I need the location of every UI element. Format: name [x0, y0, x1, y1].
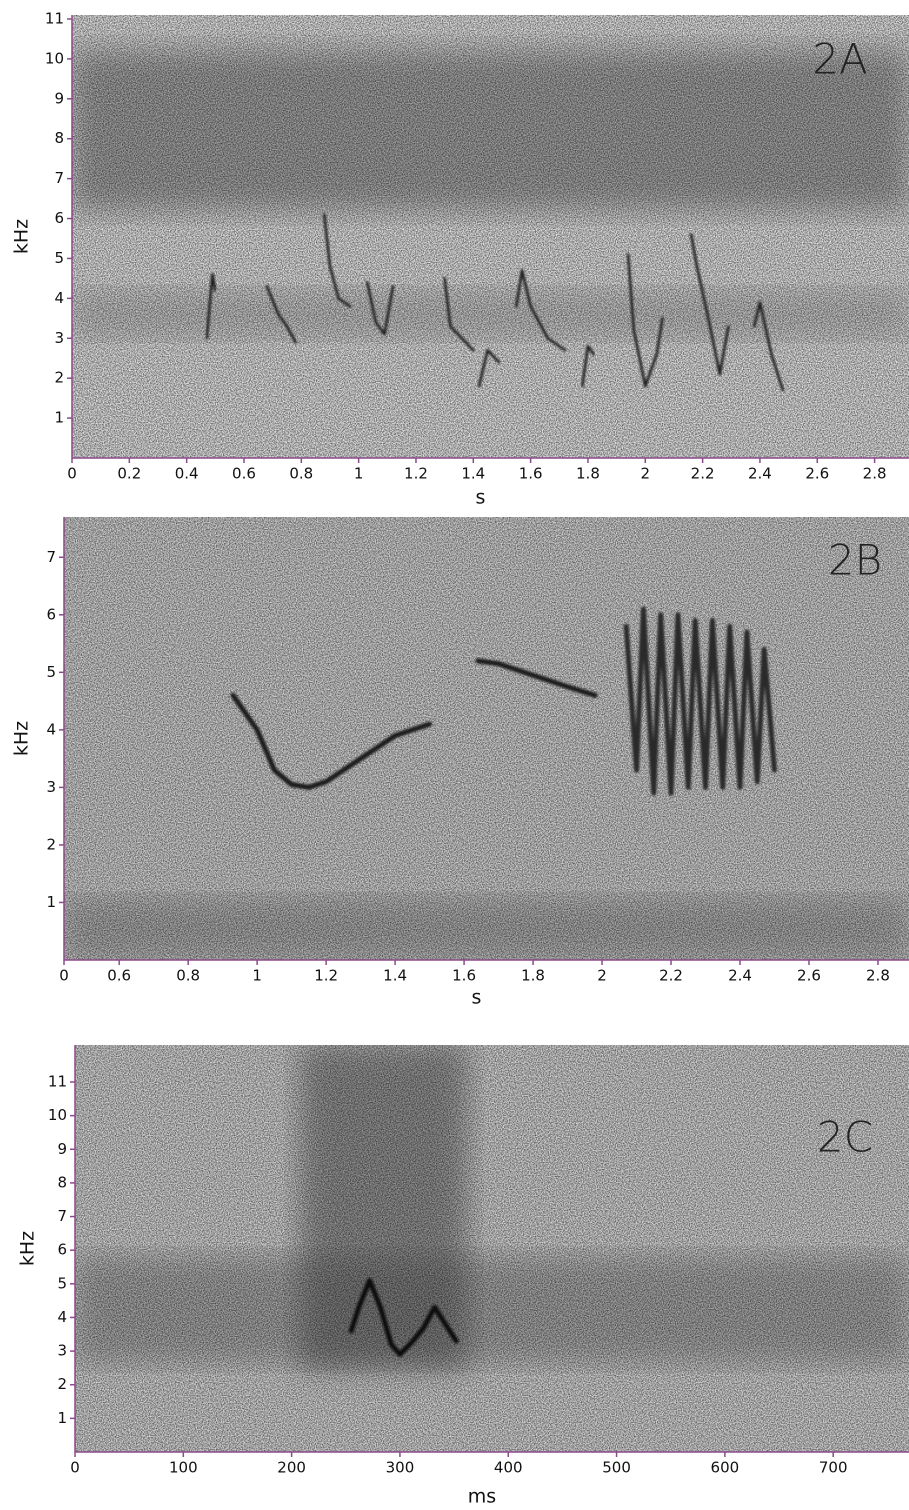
x-tick-label: 1.4	[461, 465, 485, 483]
spectrogram-plot	[64, 517, 909, 960]
x-tick-label: 1	[252, 967, 262, 985]
y-tick-label: 4	[46, 720, 56, 738]
y-tick-label: 9	[57, 1140, 67, 1158]
call-trace	[477, 348, 501, 388]
x-tick-label: 0	[67, 465, 77, 483]
y-tick-label: 11	[45, 9, 64, 27]
x-tick-label: 1.6	[452, 967, 476, 985]
x-tick-label: 1.2	[404, 465, 428, 483]
y-tick-label: 7	[46, 548, 56, 566]
call-trace	[265, 285, 297, 344]
y-tick-label: 5	[54, 249, 64, 267]
x-tick-label: 2.4	[748, 465, 772, 483]
call-trace	[580, 345, 595, 388]
y-tick-label: 9	[54, 89, 64, 107]
y-tick-label: 6	[46, 605, 56, 623]
y-tick-label: 11	[48, 1073, 67, 1091]
y-tick-label: 8	[54, 129, 64, 147]
call-trace	[689, 233, 730, 376]
call-trace	[623, 606, 777, 796]
y-tick-label: 8	[57, 1173, 67, 1191]
x-tick-label: 200	[277, 1459, 306, 1477]
x-tick-label: 2.2	[691, 465, 715, 483]
x-tick-label: 2.4	[728, 967, 752, 985]
y-axis-label: kHz	[11, 721, 33, 756]
y-tick-label: 10	[45, 49, 64, 67]
x-tick-label: 1.4	[383, 967, 407, 985]
y-tick-label: 3	[46, 778, 56, 796]
x-tick-label: 1.8	[576, 465, 600, 483]
call-trace	[475, 658, 598, 698]
y-tick-label: 1	[57, 1409, 67, 1427]
x-tick-label: 0.2	[117, 465, 141, 483]
x-tick-label: 300	[386, 1459, 415, 1477]
y-tick-label: 1	[54, 409, 64, 427]
y-tick-label: 3	[57, 1342, 67, 1360]
call-trace	[515, 269, 567, 352]
spectrogram-plot	[75, 1045, 909, 1452]
y-tick-label: 5	[57, 1274, 67, 1292]
noise-texture	[64, 517, 909, 960]
x-tick-label: 1	[354, 465, 364, 483]
y-tick-label: 4	[57, 1308, 67, 1326]
y-tick-label: 2	[46, 835, 56, 853]
y-axis-label: kHz	[11, 219, 33, 254]
x-tick-label: 0	[70, 1459, 80, 1477]
x-tick-label: 1.6	[519, 465, 543, 483]
x-tick-label: 2.8	[866, 967, 890, 985]
x-axis-label: s	[476, 487, 486, 509]
x-tick-label: 0	[59, 967, 69, 985]
spectrogram-plot	[72, 15, 909, 458]
x-axis-label: s	[472, 987, 482, 1009]
x-tick-label: 2	[597, 967, 607, 985]
y-axis-label: kHz	[17, 1231, 39, 1266]
x-tick-label: 2.6	[805, 465, 829, 483]
y-tick-label: 2	[54, 369, 64, 387]
x-tick-label: 2.6	[797, 967, 821, 985]
x-tick-label: 2.8	[863, 465, 887, 483]
panel-label: 2C	[817, 1113, 873, 1162]
y-tick-label: 4	[54, 289, 64, 307]
x-tick-label: 0.4	[175, 465, 199, 483]
call-trace	[348, 1277, 459, 1357]
x-tick-label: 0.6	[107, 967, 131, 985]
panel-label: 2A	[812, 35, 867, 84]
x-tick-label: 1.2	[314, 967, 338, 985]
x-tick-label: 400	[494, 1459, 523, 1477]
call-trace	[752, 301, 785, 392]
y-tick-label: 2	[57, 1375, 67, 1393]
y-tick-label: 7	[57, 1207, 67, 1225]
call-trace	[626, 253, 664, 388]
noise-texture	[75, 1045, 909, 1452]
call-trace	[443, 277, 475, 352]
call-trace	[205, 273, 217, 340]
y-tick-label: 1	[46, 893, 56, 911]
y-tick-label: 3	[54, 329, 64, 347]
x-tick-label: 1.8	[521, 967, 545, 985]
y-tick-label: 5	[46, 663, 56, 681]
y-tick-label: 7	[54, 169, 64, 187]
x-axis-label: ms	[468, 1486, 496, 1508]
panel-label: 2B	[828, 536, 882, 585]
y-tick-label: 6	[54, 209, 64, 227]
y-tick-label: 10	[48, 1106, 67, 1124]
x-tick-label: 2.2	[659, 967, 683, 985]
y-tick-label: 6	[57, 1241, 67, 1259]
call-trace	[365, 281, 395, 336]
call-trace	[230, 692, 433, 790]
x-tick-label: 500	[602, 1459, 631, 1477]
noise-texture	[72, 15, 909, 458]
x-tick-label: 0.8	[289, 465, 313, 483]
x-tick-label: 2	[641, 465, 651, 483]
x-tick-label: 700	[819, 1459, 848, 1477]
x-tick-label: 600	[711, 1459, 740, 1477]
x-tick-label: 0.8	[176, 967, 200, 985]
x-tick-label: 0.6	[232, 465, 256, 483]
call-trace	[322, 213, 352, 308]
x-tick-label: 100	[169, 1459, 198, 1477]
